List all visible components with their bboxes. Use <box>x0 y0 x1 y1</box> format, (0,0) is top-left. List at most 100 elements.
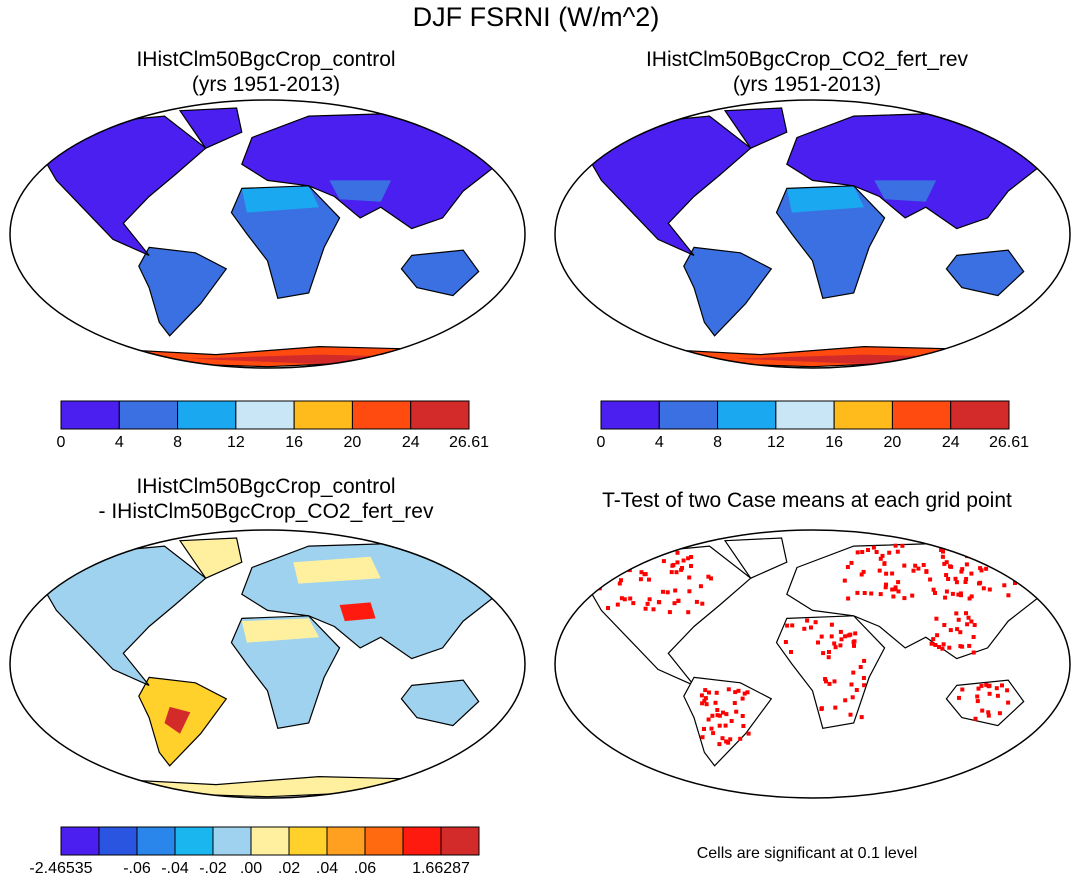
significant-cell <box>679 567 684 572</box>
significant-cell <box>642 572 647 577</box>
significant-cell <box>887 550 892 555</box>
significant-cell <box>896 580 901 585</box>
significant-cell <box>813 620 818 625</box>
significant-cell <box>673 588 678 593</box>
colorbar-label: 16 <box>825 434 843 451</box>
significant-cell <box>829 622 834 627</box>
significant-cell <box>824 679 828 684</box>
significant-cell <box>855 590 860 595</box>
coastline-greenland <box>723 537 788 579</box>
significant-cell <box>858 665 863 669</box>
data-region <box>231 615 340 729</box>
colorbar-label: 8 <box>173 434 182 451</box>
significant-cell <box>949 564 954 569</box>
colorbar-box <box>60 400 120 430</box>
significant-cell <box>628 596 633 601</box>
significant-cell <box>934 616 939 621</box>
data-region <box>874 180 937 202</box>
significant-cell <box>717 713 722 718</box>
colorbar-box <box>177 400 237 430</box>
significant-cell <box>997 711 1002 716</box>
significant-cell <box>984 566 989 571</box>
map-border <box>9 529 526 799</box>
significant-cell <box>874 550 879 554</box>
data-region <box>585 116 751 256</box>
data-region <box>241 113 505 229</box>
significant-cell <box>671 543 676 548</box>
significant-cell <box>944 573 949 577</box>
significant-cell <box>827 681 832 686</box>
significant-cell <box>1005 560 1009 565</box>
colorbar-label: .04 <box>316 860 338 874</box>
data-region <box>329 180 392 202</box>
significant-cell <box>700 701 705 706</box>
significant-cell <box>944 589 949 594</box>
data-region <box>241 185 319 213</box>
data-region <box>776 185 885 299</box>
significant-cell <box>1002 583 1007 588</box>
significant-cell <box>976 686 981 691</box>
coastline-greenland <box>178 537 243 579</box>
significant-cell <box>849 682 854 687</box>
significant-cell <box>940 646 945 651</box>
significant-cell <box>853 631 858 636</box>
significant-cell <box>963 580 968 584</box>
significant-cell <box>598 580 603 585</box>
significant-cell <box>916 566 921 571</box>
significant-cell <box>891 594 896 599</box>
significant-cell <box>838 643 843 648</box>
significant-cell <box>720 736 725 741</box>
significant-cell <box>995 693 1000 698</box>
significant-cell <box>866 548 870 552</box>
coastline-australia <box>400 679 480 727</box>
significant-cell <box>871 545 876 550</box>
colorbar-label: 1.66287 <box>412 860 470 874</box>
significant-cell <box>699 693 704 698</box>
significant-cell <box>956 617 961 622</box>
colorbar-box <box>410 400 470 430</box>
significant-cell <box>1005 688 1010 693</box>
significant-cell <box>728 737 733 742</box>
significant-cell <box>878 592 883 597</box>
data-region <box>401 250 479 296</box>
colorbar-box <box>950 400 1010 430</box>
significant-cell <box>703 696 708 701</box>
significant-cell <box>671 563 676 567</box>
significant-cell <box>971 635 976 639</box>
significant-cell <box>645 544 649 549</box>
significant-cell <box>902 563 907 568</box>
colorbar-label: -.04 <box>161 860 189 874</box>
significant-cell <box>842 578 847 583</box>
significant-cell <box>740 714 745 718</box>
significant-cell <box>854 688 859 692</box>
significant-cell <box>979 568 984 573</box>
significant-cell <box>959 593 963 598</box>
significant-cell <box>647 577 651 582</box>
significant-cell <box>986 713 991 718</box>
significant-cell <box>687 575 692 580</box>
significant-cell <box>850 695 855 700</box>
coastline-na <box>585 545 752 686</box>
significant-cell <box>937 645 941 649</box>
significant-cell <box>931 587 936 592</box>
significant-cell <box>862 683 867 688</box>
significant-cell <box>843 698 848 703</box>
colorbar-label: -2.46535 <box>29 860 92 874</box>
significant-cell <box>819 706 824 711</box>
significant-cell <box>832 679 837 684</box>
significant-cell <box>964 611 968 616</box>
significant-cell <box>964 577 969 581</box>
panel-2-title-line-2: (yrs 1951-2013) <box>732 73 882 96</box>
data-region <box>401 680 479 726</box>
significant-cell <box>944 560 949 565</box>
colorbar-box <box>326 826 366 856</box>
data-region <box>683 247 772 336</box>
colorbar-box <box>60 826 100 856</box>
significant-cell <box>935 633 940 638</box>
significant-cell <box>738 736 743 741</box>
data-region <box>786 185 864 213</box>
significant-cell <box>967 596 972 601</box>
colorbar-label: 26.61 <box>449 434 489 451</box>
significant-cell <box>821 651 826 656</box>
colorbar-label: .06 <box>354 860 376 874</box>
